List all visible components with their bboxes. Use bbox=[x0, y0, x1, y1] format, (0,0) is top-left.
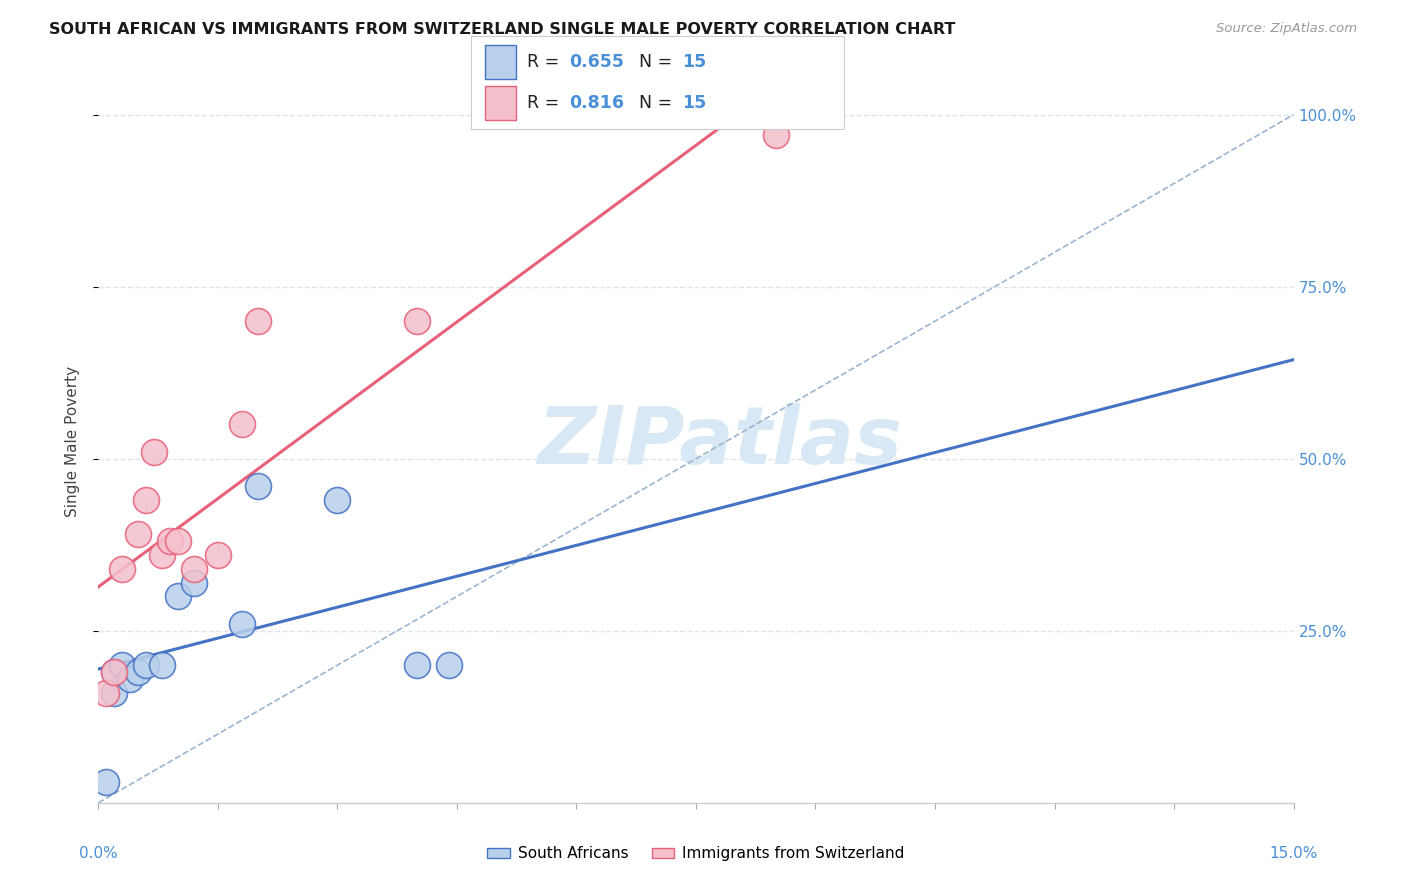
Point bbox=[96, 686, 118, 700]
Point bbox=[406, 314, 429, 328]
Point bbox=[437, 658, 460, 673]
Point bbox=[183, 562, 205, 576]
Text: 15.0%: 15.0% bbox=[1270, 847, 1317, 861]
Point bbox=[326, 493, 349, 508]
Point bbox=[135, 493, 157, 508]
Point bbox=[406, 658, 429, 673]
Point bbox=[150, 548, 173, 562]
Point bbox=[246, 479, 269, 493]
Point bbox=[111, 658, 134, 673]
Point bbox=[103, 665, 125, 679]
Point bbox=[246, 314, 269, 328]
Point bbox=[127, 527, 149, 541]
Legend: South Africans, Immigrants from Switzerland: South Africans, Immigrants from Switzerl… bbox=[481, 840, 911, 867]
Point bbox=[231, 616, 253, 631]
Point bbox=[120, 672, 142, 686]
Point bbox=[111, 562, 134, 576]
Point bbox=[167, 534, 190, 549]
Text: Source: ZipAtlas.com: Source: ZipAtlas.com bbox=[1216, 22, 1357, 36]
Text: N =: N = bbox=[628, 95, 678, 112]
Point bbox=[150, 658, 173, 673]
Text: 15: 15 bbox=[682, 95, 706, 112]
Point bbox=[183, 575, 205, 590]
Point bbox=[231, 417, 253, 432]
Text: ZIPatlas: ZIPatlas bbox=[537, 402, 903, 481]
Text: 0.816: 0.816 bbox=[569, 95, 624, 112]
Text: R =: R = bbox=[527, 95, 565, 112]
Y-axis label: Single Male Poverty: Single Male Poverty bbox=[65, 366, 80, 517]
Point bbox=[103, 686, 125, 700]
Text: 0.0%: 0.0% bbox=[79, 847, 118, 861]
Point bbox=[103, 665, 125, 679]
Text: R =: R = bbox=[527, 53, 565, 70]
Point bbox=[127, 665, 149, 679]
Point bbox=[135, 658, 157, 673]
Point bbox=[96, 775, 118, 789]
Text: 15: 15 bbox=[682, 53, 706, 70]
Point bbox=[207, 548, 229, 562]
Point bbox=[765, 128, 787, 143]
Point bbox=[159, 534, 181, 549]
Text: SOUTH AFRICAN VS IMMIGRANTS FROM SWITZERLAND SINGLE MALE POVERTY CORRELATION CHA: SOUTH AFRICAN VS IMMIGRANTS FROM SWITZER… bbox=[49, 22, 956, 37]
Point bbox=[167, 590, 190, 604]
Text: 0.655: 0.655 bbox=[569, 53, 624, 70]
Point bbox=[143, 445, 166, 459]
Text: N =: N = bbox=[628, 53, 678, 70]
